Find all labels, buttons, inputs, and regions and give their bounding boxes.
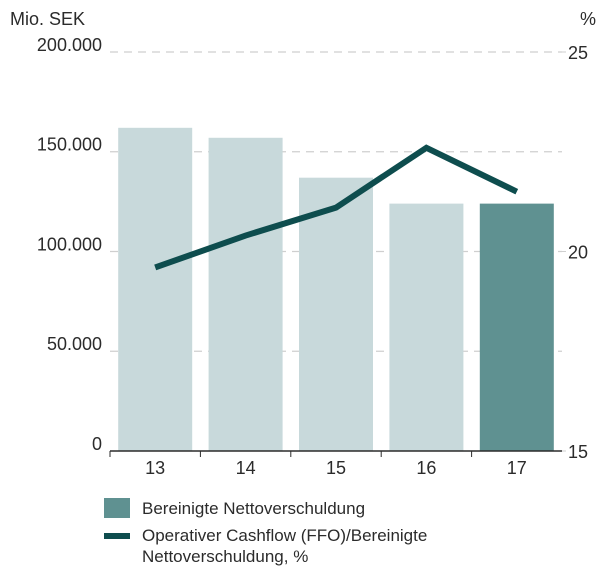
- legend: Bereinigte Nettoverschuldung Operativer C…: [104, 498, 544, 573]
- x-tick-label: 15: [326, 458, 346, 478]
- y2-tick-label: 15: [568, 442, 588, 462]
- bar: [118, 127, 193, 451]
- y-tick-label: 50.000: [47, 334, 102, 354]
- legend-label: Bereinigte Nettoverschuldung: [142, 499, 366, 518]
- legend-swatch: [104, 498, 130, 518]
- y2-axis-label: %: [580, 9, 596, 29]
- y-tick-label: 200.000: [37, 35, 102, 55]
- x-tick-label: 14: [236, 458, 256, 478]
- legend-item: Bereinigte Nettoverschuldung: [104, 498, 544, 519]
- bar: [208, 137, 283, 451]
- y-tick-label: 100.000: [37, 234, 102, 254]
- y-tick-label: 150.000: [37, 135, 102, 155]
- bar: [299, 177, 373, 451]
- y-tick-label: 0: [92, 434, 102, 454]
- chart: Mio. SEK % 0 50.000 100.000 150.000 200.000 1…: [10, 9, 596, 478]
- legend-item: Operativer Cashflow (FFO)/Bereinigte Net…: [104, 525, 544, 567]
- x-tick-label: 16: [416, 458, 436, 478]
- legend-swatch: [104, 533, 130, 539]
- x-tick-label: 17: [507, 458, 527, 478]
- y-axis-label: Mio. SEK: [10, 9, 85, 29]
- bar: [479, 203, 554, 451]
- bar: [389, 203, 464, 451]
- legend-label: Operativer Cashflow (FFO)/Bereinigte Net…: [142, 526, 428, 566]
- x-tick-label: 13: [145, 458, 165, 478]
- y2-tick-label: 20: [568, 242, 588, 262]
- y2-tick-label: 25: [568, 43, 588, 63]
- line-series: [154, 144, 519, 271]
